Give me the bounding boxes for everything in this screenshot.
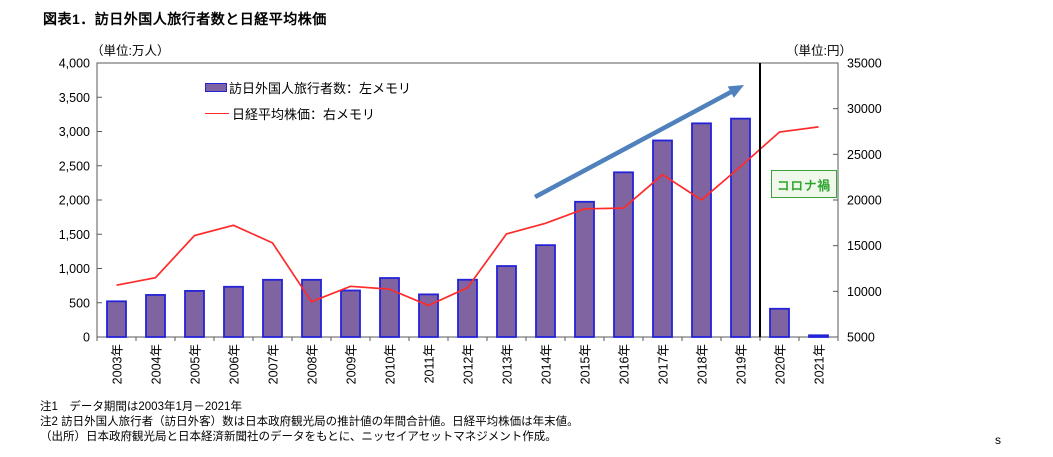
footnote-1: 注1 データ期間は2003年1月－2021年: [40, 401, 242, 413]
trend-arrow-head: [727, 85, 744, 98]
left-axis-tick-label: 4,000: [59, 57, 90, 71]
x-axis-category-label: 2020年: [774, 344, 788, 384]
x-axis-category-label: 2004年: [150, 344, 164, 384]
x-axis-category-label: 2007年: [267, 344, 281, 384]
x-axis-category-label: 2021年: [813, 344, 827, 384]
visitors-bar: [340, 289, 361, 338]
x-axis-category-label: 2011年: [423, 344, 437, 383]
x-axis-category-label: 2018年: [696, 344, 710, 384]
visitors-bar: [613, 171, 634, 338]
x-axis-category-label: 2008年: [306, 344, 320, 384]
x-axis-category-label: 2013年: [501, 344, 515, 384]
left-axis-tick-label: 1,000: [59, 262, 90, 276]
visitors-bar: [262, 278, 283, 338]
chart-legend: 訪日外国人旅行者数：左メモリ 日経平均株価：右メモリ: [205, 74, 411, 126]
visitors-bar: [574, 200, 595, 338]
x-axis-category-label: 2009年: [345, 344, 359, 384]
right-axis-tick-label: 20000: [847, 194, 882, 208]
footnotes: 注1 データ期間は2003年1月－2021年 注2 訪日外国人旅行者（訪日外客）…: [40, 400, 579, 445]
x-axis-category-label: 2006年: [228, 344, 242, 384]
x-axis-category-label: 2015年: [579, 344, 593, 384]
right-axis-unit-label: （単位:円）: [786, 44, 852, 58]
left-axis-tick-label: 3,500: [59, 91, 90, 105]
visitors-bar: [652, 139, 673, 338]
bar-series-swatch: [205, 82, 227, 92]
right-axis-tick-label: 25000: [847, 148, 882, 162]
footnote-2: 注2 訪日外国人旅行者（訪日外客）数は日本政府観光局の推計値の年間合計値。日経平…: [40, 416, 579, 428]
legend-label-visitors: 訪日外国人旅行者数：左メモリ: [229, 80, 412, 96]
right-axis-tick-label: 35000: [847, 57, 882, 71]
x-axis-category-label: 2005年: [189, 344, 203, 384]
chart-canvas: 4,0003,5003,0002,5002,0001,5001,00050003…: [59, 57, 882, 385]
nikkei-line: [116, 126, 819, 307]
visitors-bar: [418, 293, 439, 338]
x-axis-category-label: 2019年: [735, 344, 749, 384]
legend-item-visitors: 訪日外国人旅行者数：左メモリ: [205, 74, 411, 100]
x-axis-category-label: 2016年: [618, 344, 632, 384]
left-axis-unit-label: （単位:万人）: [91, 44, 170, 58]
legend-item-nikkei: 日経平均株価：右メモリ: [205, 100, 411, 126]
visitors-bar: [184, 289, 205, 338]
visitors-bar: [106, 300, 127, 338]
left-axis-tick-label: 2,000: [59, 194, 90, 208]
left-axis-tick-label: 500: [69, 296, 90, 310]
line-series-swatch: [205, 112, 229, 114]
corona-annotation-label: コロナ禍: [776, 178, 831, 193]
left-axis-tick-label: 0: [83, 331, 90, 345]
trend-arrow: [533, 90, 733, 199]
footnote-3: （出所）日本政府観光局と日本経済新聞社のデータをもとに、ニッセイアセットマネジメ…: [40, 431, 557, 443]
x-axis-category-label: 2017年: [657, 344, 671, 384]
right-axis-tick-label: 5000: [847, 331, 875, 345]
visitors-bar: [379, 277, 400, 338]
x-axis-category-label: 2014年: [540, 344, 554, 384]
visitors-bar: [808, 334, 829, 338]
visitors-bar: [535, 244, 556, 338]
visitors-bar: [145, 294, 166, 338]
visitors-bar: [496, 265, 517, 338]
x-axis-category-label: 2003年: [111, 344, 125, 384]
left-axis-tick-label: 3,000: [59, 125, 90, 139]
legend-label-nikkei: 日経平均株価：右メモリ: [232, 106, 376, 122]
x-axis-category-label: 2012年: [462, 344, 476, 384]
page-corner-mark: s: [995, 433, 1001, 447]
left-axis-tick-label: 2,500: [59, 159, 90, 173]
visitors-bar: [457, 278, 478, 338]
right-axis-tick-label: 15000: [847, 239, 882, 253]
visitors-bar: [301, 278, 322, 338]
visitors-bar: [691, 122, 712, 338]
visitors-bar: [730, 117, 751, 338]
right-axis-tick-label: 30000: [847, 102, 882, 116]
left-axis-tick-label: 1,500: [59, 228, 90, 242]
corona-annotation-box: コロナ禍: [771, 170, 837, 198]
x-axis-category-label: 2010年: [384, 344, 398, 384]
visitors-bar: [769, 307, 790, 338]
chart-title: 図表1．訪日外国人旅行者数と日経平均株価: [43, 11, 327, 27]
visitors-bar: [223, 285, 244, 338]
right-axis-tick-label: 10000: [847, 285, 882, 299]
